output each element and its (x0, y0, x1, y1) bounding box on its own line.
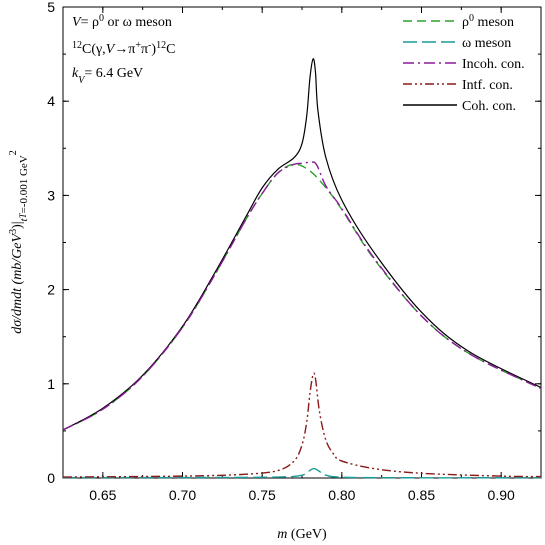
annotation-line-3: kV= 6.4 GeV (72, 66, 143, 86)
annotation-1b: = ρ (81, 15, 99, 30)
y-axis-label-tail: =-0.001 GeV (18, 155, 30, 213)
annotation-2d: π (141, 42, 148, 57)
annotation-2f: C (166, 42, 175, 57)
x-tick-labels: 0.65 0.70 0.75 0.80 0.85 0.90 (89, 487, 515, 503)
series-line-1 (62, 467, 542, 479)
annotation-1sup: 0 (99, 13, 104, 24)
x-tick-label: 0.90 (488, 487, 515, 503)
y-tick-label: 4 (47, 93, 55, 109)
y-tick-label: 1 (47, 376, 55, 392)
x-axis-label-var: m (277, 527, 287, 542)
annotation-2b: V (106, 42, 116, 57)
y-tick-labels: 0 1 2 3 4 5 (47, 0, 55, 486)
legend-label: Intf. con. (462, 78, 513, 93)
legend-label: Coh. con. (462, 99, 516, 114)
x-tick-label: 0.65 (89, 487, 116, 503)
annotation-2c: →π (114, 42, 135, 57)
legend-label: ρ0 meson (462, 13, 514, 31)
annotation-3a: k (72, 66, 79, 81)
annotation-line-2: 12C(γ,V→π+π-)12C (72, 40, 175, 58)
y-axis-label-main: dσ/dmdt (mb/GeV (10, 232, 25, 333)
y-axis-label: dσ/dmdt (mb/GeV3)|tT=-0.001 GeV2 (8, 150, 31, 334)
legend: ρ0 meson ω meson Incoh. con. Intf. con. Coh.… (403, 13, 525, 114)
series-line-2 (62, 161, 542, 431)
series-line-0 (62, 163, 542, 431)
y-axis-label-tail-sup: 2 (8, 150, 19, 155)
x-tick-label: 0.75 (249, 487, 276, 503)
annotation-line-1: V= ρ0 or ω meson (72, 13, 172, 31)
y-axis-label-sup: 3 (8, 229, 19, 234)
annotation-3b: = 6.4 GeV (84, 66, 143, 81)
x-axis-label: m (GeV) (277, 527, 327, 542)
annotation-3sub: V (78, 75, 86, 86)
annotation-1a: V (72, 15, 82, 30)
x-tick-label: 0.80 (328, 487, 355, 503)
annotation-2sup2: - (148, 40, 151, 51)
y-tick-label: 3 (47, 187, 55, 203)
legend-label: Incoh. con. (462, 57, 525, 72)
x-tick-label: 0.70 (169, 487, 196, 503)
x-axis-label-unit: (GeV) (287, 527, 327, 542)
y-axis-label-T: T (18, 212, 28, 218)
annotation-2sup3: 12 (156, 40, 166, 51)
series-line-4 (62, 58, 542, 431)
series-lines (62, 58, 542, 479)
annotation-2sup1: + (135, 40, 141, 51)
annotation-1c: or ω meson (104, 15, 172, 30)
annotation-2presup: 12 (72, 40, 82, 51)
y-axis-label-t: t (18, 217, 30, 221)
y-tick-label: 2 (47, 282, 55, 298)
axis-ticks (62, 6, 542, 479)
y-tick-label: 5 (47, 0, 55, 15)
annotation-2a: C(γ, (82, 42, 106, 57)
annotation-2e: ) (151, 42, 156, 57)
y-axis-label-mid: )| (10, 221, 25, 228)
y-tick-label: 0 (47, 470, 55, 486)
series-line-3 (62, 372, 542, 478)
x-tick-label: 0.85 (408, 487, 435, 503)
legend-label: ω meson (462, 36, 511, 51)
